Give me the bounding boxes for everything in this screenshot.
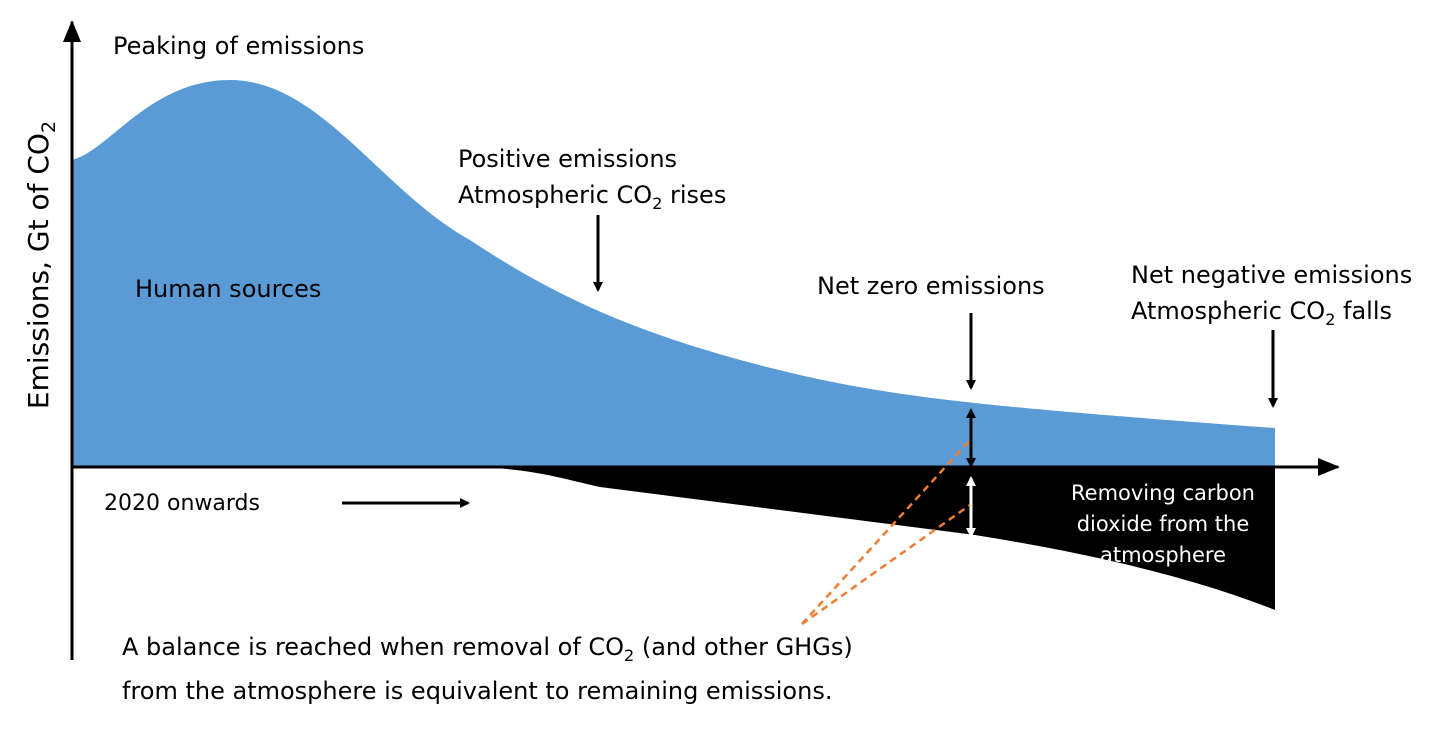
annotation-sub: 2 bbox=[652, 194, 662, 213]
annotation-text: rises bbox=[662, 181, 726, 209]
annotation: A balance is reached when removal of CO2… bbox=[122, 633, 853, 665]
removal-area bbox=[470, 467, 1275, 610]
y-axis-label: Emissions, Gt of CO2 bbox=[22, 121, 60, 409]
annotation-sub: 2 bbox=[624, 646, 634, 665]
annotation-text: Atmospheric CO bbox=[458, 181, 652, 209]
annotation: Peaking of emissions bbox=[113, 32, 364, 60]
annotation: dioxide from the bbox=[1077, 512, 1250, 536]
pointer-line bbox=[801, 503, 971, 626]
annotation: Human sources bbox=[135, 275, 321, 303]
annotation: from the atmosphere is equivalent to rem… bbox=[122, 677, 832, 705]
label-sub: 2 bbox=[38, 121, 60, 133]
annotation-text: falls bbox=[1335, 297, 1392, 325]
annotation-sub: 2 bbox=[1325, 310, 1335, 329]
annotation-text: A balance is reached when removal of CO bbox=[122, 633, 624, 661]
annotation: Atmospheric CO2 rises bbox=[458, 181, 726, 213]
label-text: Emissions, Gt of CO bbox=[22, 133, 55, 409]
emissions-area bbox=[72, 80, 1275, 467]
annotation: Atmospheric CO2 falls bbox=[1131, 297, 1392, 329]
annotation-text: (and other GHGs) bbox=[634, 633, 852, 661]
annotation: atmosphere bbox=[1100, 543, 1226, 567]
annotation-text: Atmospheric CO bbox=[1131, 297, 1325, 325]
annotation: Net negative emissions bbox=[1131, 261, 1412, 289]
annotation: Net zero emissions bbox=[817, 272, 1045, 300]
annotation: Positive emissions bbox=[458, 145, 677, 173]
annotation: Removing carbon bbox=[1071, 481, 1255, 505]
annotation: 2020 onwards bbox=[104, 491, 260, 516]
pointer-line bbox=[801, 439, 971, 625]
